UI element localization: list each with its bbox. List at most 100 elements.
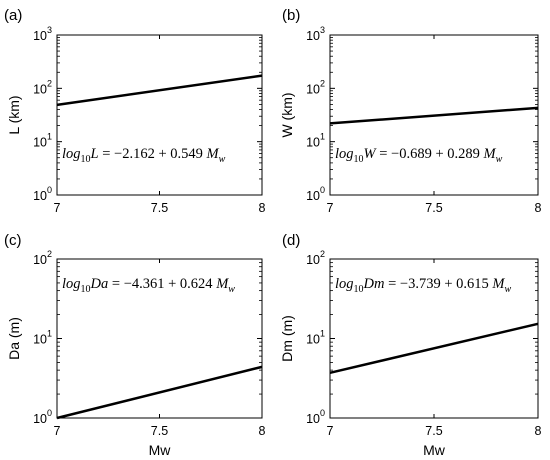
equation-magnitude: M xyxy=(483,146,497,162)
series-line xyxy=(56,365,263,420)
regression-equation: log10W = −0.689 + 0.289 Mw xyxy=(335,146,503,165)
y-tick-base: 10 xyxy=(33,333,47,347)
y-tick-exponent: 0 xyxy=(47,185,52,195)
x-axis-label: Mw xyxy=(423,442,446,458)
equation-log: log xyxy=(62,146,81,162)
y-tick-exponent: 0 xyxy=(47,408,52,418)
equation-variable: L xyxy=(90,146,99,162)
x-tick-label: 7 xyxy=(54,201,61,215)
y-tick-label: 101 xyxy=(33,329,52,347)
equation-magnitude-subscript: w xyxy=(228,284,235,295)
equation-magnitude-subscript: w xyxy=(505,284,512,295)
x-tick-label: 8 xyxy=(535,201,542,215)
regression-equation: log10L = −2.162 + 0.549 Mw xyxy=(62,146,226,165)
y-tick-label: 102 xyxy=(33,249,52,267)
equation-log: log xyxy=(335,146,354,162)
y-tick-base: 10 xyxy=(306,253,320,267)
y-tick-label: 101 xyxy=(306,132,325,150)
equation-coefficients: = −3.739 + 0.615 xyxy=(384,276,492,292)
y-tick-exponent: 0 xyxy=(320,185,325,195)
y-tick-exponent: 1 xyxy=(47,329,52,339)
equation-magnitude: M xyxy=(206,146,220,162)
equation-magnitude-subscript: w xyxy=(219,154,226,165)
y-tick-base: 10 xyxy=(33,82,47,96)
y-tick-label: 102 xyxy=(33,78,52,96)
x-tick-label: 7.5 xyxy=(151,424,168,438)
equation-magnitude: M xyxy=(215,276,229,292)
y-tick-exponent: 2 xyxy=(320,249,325,259)
y-tick-exponent: 2 xyxy=(47,78,52,88)
y-tick-base: 10 xyxy=(33,189,47,203)
series-line xyxy=(56,74,263,107)
y-tick-base: 10 xyxy=(33,136,47,150)
equation-coefficients: = −2.162 + 0.549 xyxy=(99,146,207,162)
y-tick-base: 10 xyxy=(33,253,47,267)
equation-magnitude: M xyxy=(491,276,505,292)
y-tick-label: 102 xyxy=(306,78,325,96)
x-tick-label: 7 xyxy=(327,424,334,438)
x-tick-label: 8 xyxy=(259,201,266,215)
equation-log: log xyxy=(62,276,81,292)
y-tick-exponent: 1 xyxy=(47,132,52,142)
y-tick-label: 103 xyxy=(306,25,325,43)
equation-coefficients: = −4.361 + 0.624 xyxy=(108,276,216,292)
y-tick-exponent: 0 xyxy=(320,408,325,418)
x-tick-label: 7.5 xyxy=(425,424,442,438)
x-tick-label: 7.5 xyxy=(425,201,442,215)
equation-log-base: 10 xyxy=(354,284,364,295)
equation-variable: W xyxy=(364,146,378,162)
y-tick-base: 10 xyxy=(306,189,320,203)
y-axis-label: Da (m) xyxy=(6,317,22,360)
x-tick-label: 7 xyxy=(54,424,61,438)
equation-magnitude-subscript: w xyxy=(496,154,503,165)
plot-area-frame xyxy=(56,34,263,196)
y-tick-label: 100 xyxy=(306,408,325,426)
y-tick-base: 10 xyxy=(33,412,47,426)
y-tick-label: 103 xyxy=(33,25,52,43)
series-line xyxy=(329,322,539,375)
panel-label: (a) xyxy=(4,7,22,24)
y-axis-label: W (km) xyxy=(279,92,295,137)
panel-label: (c) xyxy=(4,232,22,249)
equation-log: log xyxy=(335,276,354,292)
y-tick-base: 10 xyxy=(306,136,320,150)
regression-equation: log10Da = −4.361 + 0.624 Mw xyxy=(62,276,235,295)
y-axis-label: L (km) xyxy=(6,95,22,134)
x-tick-label: 7.5 xyxy=(151,201,168,215)
equation-variable: Da xyxy=(90,276,109,292)
y-tick-base: 10 xyxy=(306,412,320,426)
y-tick-exponent: 2 xyxy=(47,249,52,259)
y-tick-label: 100 xyxy=(33,185,52,203)
equation-log-base: 10 xyxy=(81,284,91,295)
x-tick-label: 8 xyxy=(259,424,266,438)
y-axis-label: Dm (m) xyxy=(279,315,295,362)
equation-coefficients: = −0.689 + 0.289 xyxy=(376,146,484,162)
y-tick-base: 10 xyxy=(306,333,320,347)
y-tick-label: 101 xyxy=(33,132,52,150)
y-tick-label: 100 xyxy=(33,408,52,426)
y-tick-label: 102 xyxy=(306,249,325,267)
x-tick-label: 8 xyxy=(535,424,542,438)
x-axis-label: Mw xyxy=(149,442,172,458)
equation-log-base: 10 xyxy=(81,154,91,165)
y-tick-exponent: 1 xyxy=(320,329,325,339)
y-tick-label: 101 xyxy=(306,329,325,347)
x-tick-label: 7 xyxy=(327,201,334,215)
y-tick-exponent: 3 xyxy=(47,25,52,35)
regression-equation: log10Dm = −3.739 + 0.615 Mw xyxy=(335,276,512,295)
equation-log-base: 10 xyxy=(354,154,364,165)
y-tick-label: 100 xyxy=(306,185,325,203)
series-line xyxy=(329,106,539,125)
panel-label: (d) xyxy=(282,232,300,249)
y-tick-base: 10 xyxy=(33,29,47,43)
y-tick-exponent: 2 xyxy=(320,78,325,88)
y-tick-base: 10 xyxy=(306,82,320,96)
y-tick-base: 10 xyxy=(306,29,320,43)
y-tick-exponent: 1 xyxy=(320,132,325,142)
equation-variable: Dm xyxy=(363,276,385,292)
